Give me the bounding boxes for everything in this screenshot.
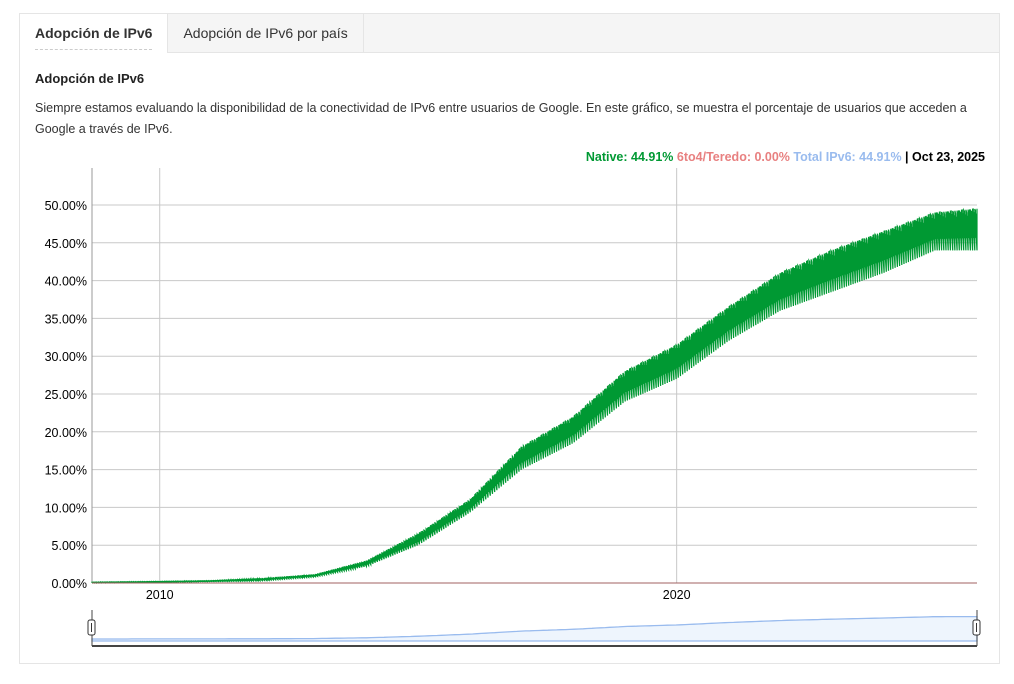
description: Siempre estamos evaluando la disponibili… xyxy=(35,101,967,136)
tab-label: Adopción de IPv6 xyxy=(35,25,153,50)
section-heading: Adopción de IPv6 xyxy=(35,71,145,86)
legend-teredo: 6to4/Teredo: 0.00% xyxy=(676,150,790,164)
tab-ipv6-by-country[interactable]: Adopción de IPv6 por país xyxy=(168,14,364,52)
tab-ipv6-adoption[interactable]: Adopción de IPv6 xyxy=(20,14,169,53)
panel: Adopción de IPv6 Adopción de IPv6 por pa… xyxy=(19,13,1000,664)
x-tick-label: 2020 xyxy=(663,588,691,602)
legend: Native: 44.91% 6to4/Teredo: 0.00% Total … xyxy=(586,150,985,164)
legend-total: Total IPv6: 44.91% xyxy=(793,150,902,164)
y-tick-label: 30.00% xyxy=(45,350,87,364)
legend-date: Oct 23, 2025 xyxy=(912,150,985,164)
navigator-series xyxy=(91,615,978,642)
y-tick-label: 50.00% xyxy=(45,199,87,213)
y-tick-label: 40.00% xyxy=(45,275,87,289)
x-tick-label: 2010 xyxy=(146,588,174,602)
y-tick-label: 45.00% xyxy=(45,237,87,251)
y-tick-label: 15.00% xyxy=(45,464,87,478)
legend-separator: | xyxy=(905,150,909,164)
y-tick-label: 25.00% xyxy=(45,388,87,402)
y-tick-label: 10.00% xyxy=(45,501,87,515)
y-tick-label: 0.00% xyxy=(52,577,87,591)
tab-bar: Adopción de IPv6 Adopción de IPv6 por pa… xyxy=(20,14,999,53)
legend-native: Native: 44.91% xyxy=(585,150,674,164)
series-native xyxy=(91,207,978,584)
y-tick-label: 35.00% xyxy=(45,312,87,326)
y-tick-label: 5.00% xyxy=(52,539,87,553)
y-tick-label: 20.00% xyxy=(45,426,87,440)
